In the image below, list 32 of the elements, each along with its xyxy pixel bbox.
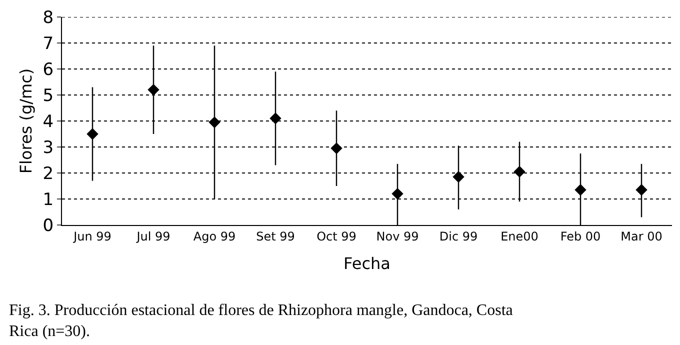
point [574,184,586,196]
point [330,142,342,154]
x-tick-label: Ene00 [500,229,538,244]
point [86,128,98,140]
y-axis-title: Flores (g/mc) [16,68,36,174]
x-tick-label: Dic 99 [439,229,478,244]
x-tick-label: Jul 99 [136,229,170,244]
y-tick-label: 1 [42,190,54,210]
x-tick-label: Set 99 [256,229,295,244]
point [636,184,648,196]
y-tick-label: 2 [42,164,54,184]
y-tick-label: 5 [42,86,54,106]
point [148,84,160,96]
x-tick-label: Ago 99 [193,229,236,244]
point [514,166,526,178]
x-tick-label: Mar 00 [620,229,662,244]
x-axis-title: Fecha [344,254,390,274]
x-tick-label: Jun 99 [72,229,112,244]
x-tick-label: Oct 99 [316,229,356,244]
x-tick-label: Nov 99 [376,229,419,244]
y-tick-label: 0 [42,216,54,236]
y-tick-label: 6 [42,60,54,80]
y-tick-label: 3 [42,138,54,158]
caption: Fig. 3. Producción estacional de flores de Rhizophora mangle, Gandoca, Costa Rica (n=30). [9,302,513,340]
y-tick-label: 7 [42,34,54,54]
y-tick-label: 4 [42,112,54,132]
x-tick-label: Feb 00 [560,229,601,244]
point [452,171,464,183]
point [208,116,220,128]
y-tick-label: 8 [42,8,54,28]
point [270,112,282,124]
point [392,188,404,200]
